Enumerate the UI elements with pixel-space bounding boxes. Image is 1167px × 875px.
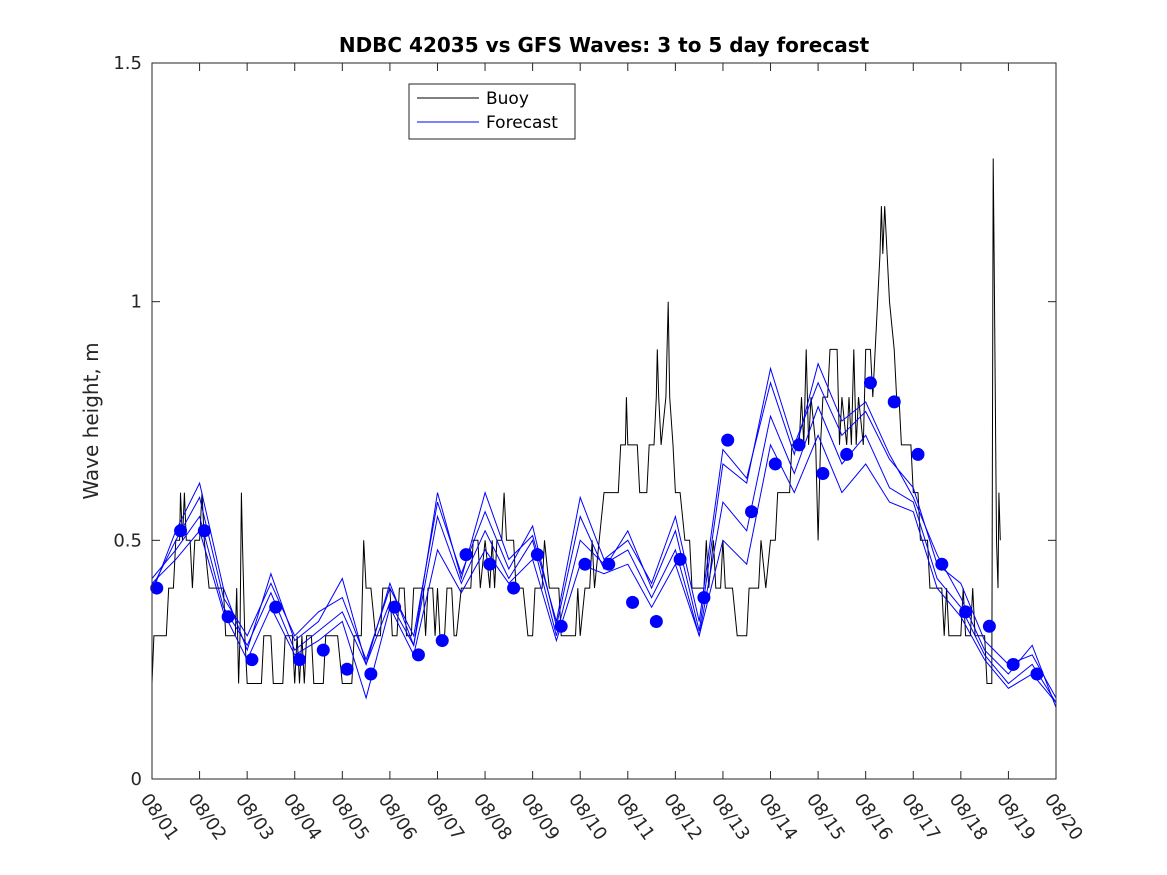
forecast-marker bbox=[197, 524, 211, 538]
forecast-marker bbox=[697, 591, 711, 605]
legend-box bbox=[408, 83, 576, 140]
y-tick-label: 0 bbox=[131, 769, 142, 790]
forecast-marker bbox=[744, 505, 758, 519]
forecast-marker bbox=[649, 614, 663, 628]
chart-title: NDBC 42035 vs GFS Waves: 3 to 5 day fore… bbox=[339, 33, 870, 57]
forecast-marker bbox=[911, 447, 925, 461]
forecast-series-line bbox=[151, 433, 1057, 703]
forecast-marker bbox=[245, 653, 259, 667]
legend-buoy-label: Buoy bbox=[486, 89, 529, 109]
forecast-marker bbox=[150, 581, 164, 595]
forecast-marker bbox=[721, 433, 735, 447]
plot-area bbox=[152, 63, 1056, 779]
forecast-marker bbox=[982, 619, 996, 633]
forecast-marker bbox=[935, 557, 949, 571]
legend-forecast-label: Forecast bbox=[486, 113, 558, 133]
forecast-marker bbox=[364, 667, 378, 681]
forecast-marker bbox=[1030, 667, 1044, 681]
forecast-marker bbox=[863, 376, 877, 390]
forecast-marker bbox=[411, 648, 425, 662]
forecast-marker bbox=[673, 552, 687, 566]
forecast-marker bbox=[959, 605, 973, 619]
forecast-marker bbox=[578, 557, 592, 571]
forecast-marker bbox=[887, 395, 901, 409]
forecast-marker bbox=[602, 557, 616, 571]
forecast-marker bbox=[340, 662, 354, 676]
forecast-marker bbox=[530, 548, 544, 562]
forecast-marker bbox=[840, 447, 854, 461]
forecast-marker bbox=[483, 557, 497, 571]
forecast-series-line bbox=[151, 366, 1057, 699]
y-tick-label: 0.5 bbox=[113, 530, 142, 551]
forecast-marker bbox=[1006, 657, 1020, 671]
axes-box bbox=[151, 62, 1057, 780]
y-axis-label: Wave height, m bbox=[79, 342, 103, 499]
forecast-marker bbox=[816, 467, 830, 481]
data-series bbox=[150, 158, 1057, 708]
forecast-marker bbox=[459, 548, 473, 562]
forecast-marker bbox=[174, 524, 188, 538]
forecast-marker bbox=[626, 595, 640, 609]
forecast-marker bbox=[221, 610, 235, 624]
forecast-marker bbox=[388, 600, 402, 614]
forecast-marker bbox=[768, 457, 782, 471]
buoy-series-line bbox=[151, 158, 1001, 684]
forecast-marker bbox=[507, 581, 521, 595]
forecast-marker bbox=[554, 619, 568, 633]
forecast-marker bbox=[792, 438, 806, 452]
forecast-marker bbox=[435, 634, 449, 648]
legend: Buoy Forecast bbox=[408, 83, 576, 140]
y-tick-label: 1 bbox=[131, 292, 142, 313]
forecast-marker bbox=[292, 653, 306, 667]
y-tick-label: 1.5 bbox=[113, 53, 142, 74]
forecast-series-line bbox=[151, 362, 1057, 708]
forecast-marker bbox=[269, 600, 283, 614]
forecast-marker bbox=[316, 643, 330, 657]
